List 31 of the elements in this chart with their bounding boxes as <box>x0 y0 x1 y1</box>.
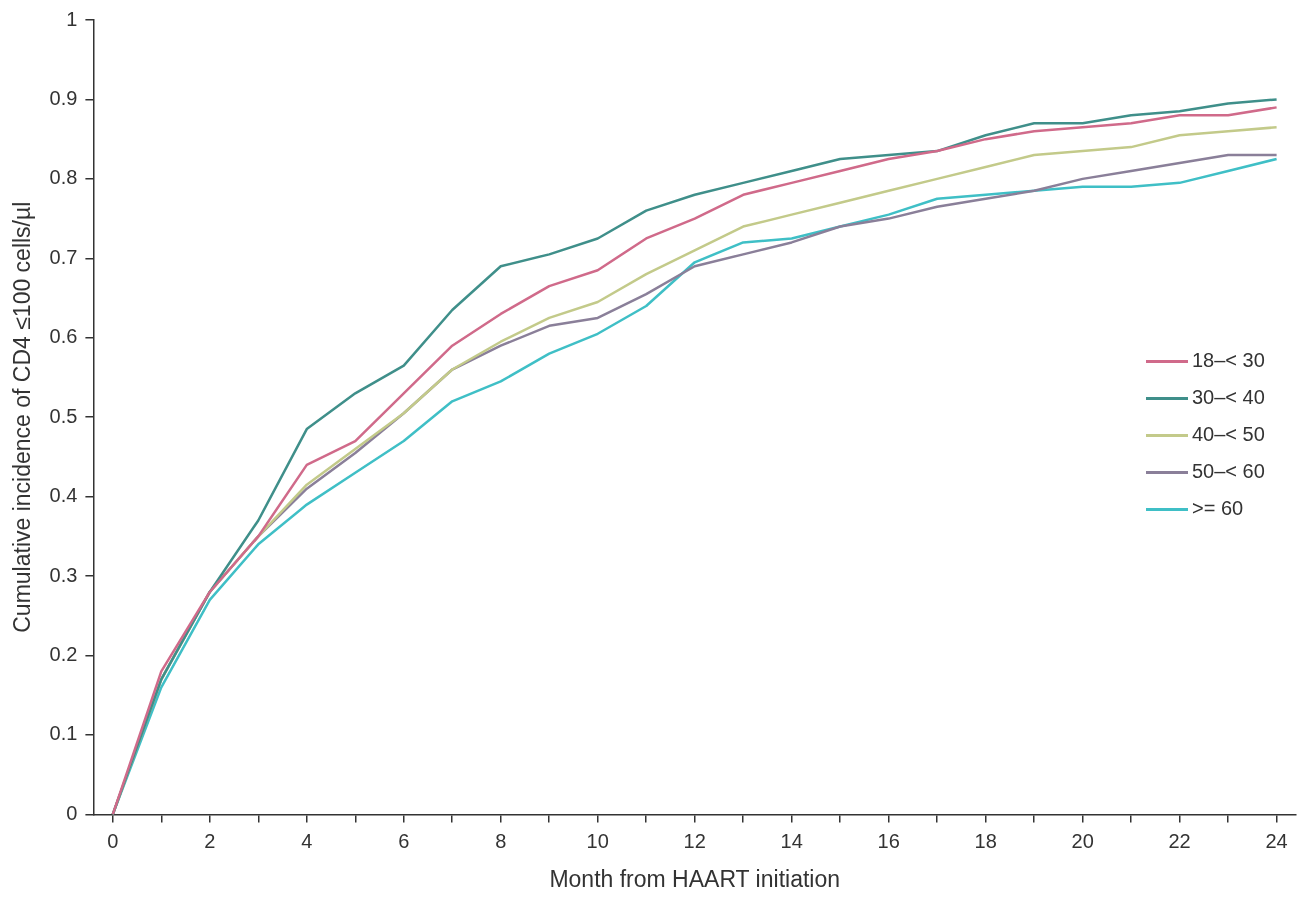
y-tick-label: 0.7 <box>49 245 78 268</box>
y-tick-label: 1 <box>66 7 78 30</box>
x-tick-label: 20 <box>1071 829 1094 852</box>
y-axis-title: Cumulative incidence of CD4 ≤100 cells/µl <box>9 201 36 633</box>
y-tick-label: 0.9 <box>49 86 78 109</box>
x-tick-label: 16 <box>877 829 900 852</box>
x-tick-label: 6 <box>398 829 410 852</box>
y-tick-label: 0.8 <box>49 166 78 189</box>
legend-label: 30–< 40 <box>1192 386 1265 409</box>
x-tick-label: 12 <box>683 829 706 852</box>
y-tick-label: 0.4 <box>49 484 78 507</box>
x-tick-label: 14 <box>780 829 803 852</box>
y-tick-label: 0.6 <box>49 325 78 348</box>
y-tick-label: 0.3 <box>49 563 78 586</box>
x-tick-label: 0 <box>107 829 119 852</box>
x-tick-label: 10 <box>586 829 609 852</box>
y-tick-label: 0.2 <box>49 643 78 666</box>
x-tick-label: 2 <box>204 829 216 852</box>
x-tick-label: 8 <box>495 829 507 852</box>
y-tick-label: 0.1 <box>49 722 78 745</box>
legend-label: 18–< 30 <box>1192 349 1265 372</box>
x-tick-label: 22 <box>1168 829 1191 852</box>
legend-label: 50–< 60 <box>1192 460 1265 483</box>
legend-label: 40–< 50 <box>1192 423 1265 446</box>
x-tick-label: 18 <box>974 829 997 852</box>
x-axis-title: Month from HAART initiation <box>549 865 841 892</box>
y-tick-label: 0.5 <box>49 404 78 427</box>
legend-label: >= 60 <box>1192 497 1244 520</box>
x-tick-label: 24 <box>1265 829 1288 852</box>
x-tick-label: 4 <box>301 829 313 852</box>
y-tick-label: 0 <box>66 801 78 824</box>
